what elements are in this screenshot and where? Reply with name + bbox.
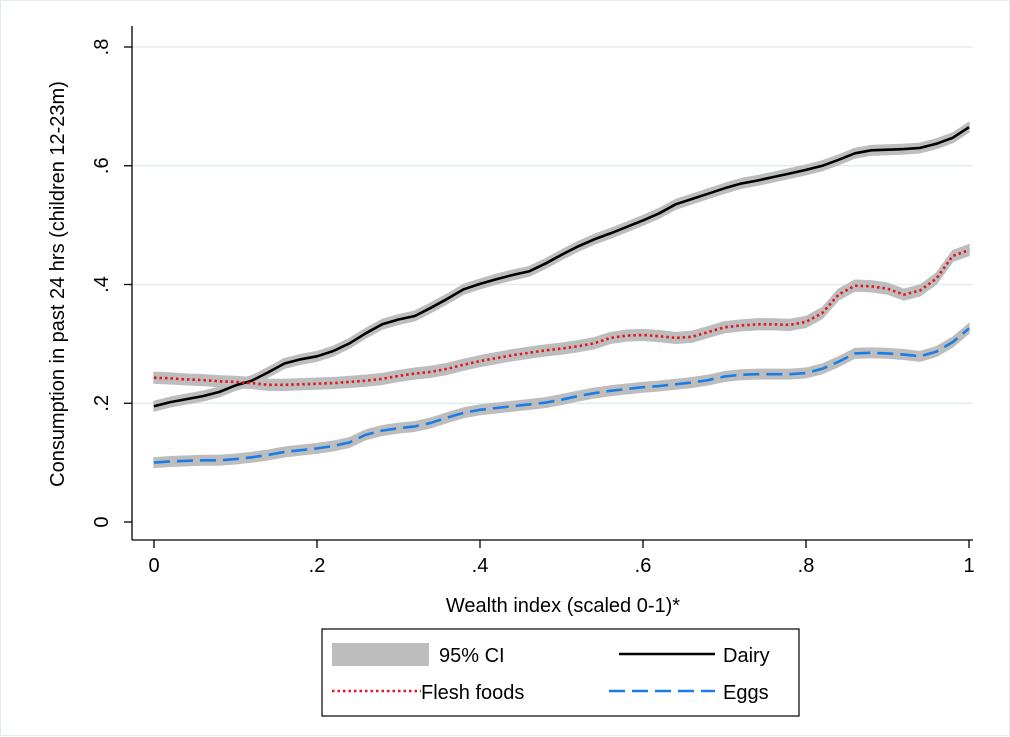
y-tick-label-0: 0 xyxy=(91,516,113,527)
axes xyxy=(131,26,973,541)
series-lines xyxy=(153,126,970,464)
x-tick-label-2: .4 xyxy=(472,555,489,577)
legend-label-dairy: Dairy xyxy=(723,645,770,667)
legend: 95% CI Dairy Flesh foods Eggs xyxy=(321,628,800,717)
legend-swatch-ci xyxy=(332,643,429,666)
x-tick-label-1: .2 xyxy=(309,555,326,577)
legend-label-eggs: Eggs xyxy=(723,682,769,704)
x-tick-label-5: 1 xyxy=(963,555,974,577)
confidence-bands xyxy=(153,121,970,469)
y-tick-label-1: .2 xyxy=(91,395,113,412)
ci-band-eggs xyxy=(153,322,970,469)
y-tick-label-3: .6 xyxy=(91,157,113,174)
legend-label-ci: 95% CI xyxy=(439,645,505,667)
x-axis-title: Wealth index (scaled 0-1)* xyxy=(446,595,680,617)
x-axis-ticks: 0 .2 .4 .6 .8 1 xyxy=(148,540,975,577)
y-axis-title: Consumption in past 24 hrs (children 12-… xyxy=(47,81,69,487)
series-line-dairy xyxy=(153,126,970,408)
legend-label-flesh-foods: Flesh foods xyxy=(421,682,524,704)
x-tick-label-4: .8 xyxy=(798,555,815,577)
y-tick-label-4: .8 xyxy=(91,39,113,56)
series-line-eggs xyxy=(153,327,970,464)
y-axis-ticks: 0 .2 .4 .6 .8 xyxy=(91,39,132,528)
series-line-flesh-foods xyxy=(153,248,970,387)
ci-band-flesh-foods xyxy=(153,243,970,391)
x-tick-label-0: 0 xyxy=(148,555,159,577)
x-tick-label-3: .6 xyxy=(635,555,652,577)
y-tick-label-2: .4 xyxy=(91,276,113,293)
